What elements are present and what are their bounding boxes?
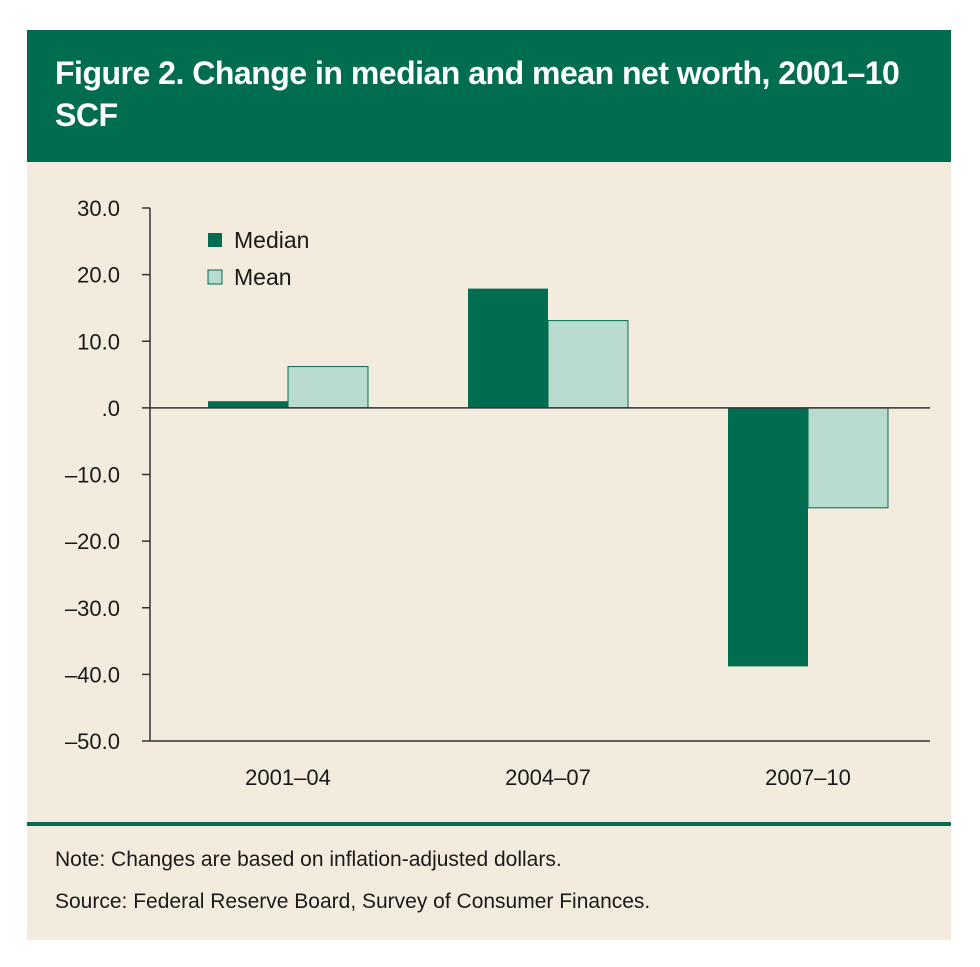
legend-swatch-mean (207, 269, 223, 285)
bar-mean (287, 366, 369, 409)
figure-panel: Figure 2. Change in median and mean net … (27, 30, 951, 940)
y-tick-label: 20.0 (77, 263, 120, 288)
y-tick-label: 10.0 (77, 329, 120, 354)
y-tick-label: –10.0 (65, 463, 120, 488)
legend-label-median: Median (234, 227, 309, 253)
bar-median (728, 407, 808, 667)
bar-median (468, 288, 548, 408)
x-tick-label: 2004–07 (505, 765, 591, 790)
x-tick-label: 2007–10 (765, 765, 851, 790)
y-tick-label: 30.0 (77, 196, 120, 221)
y-tick-label: .0 (102, 396, 120, 421)
legend-label-mean: Mean (234, 264, 292, 290)
figure-header: Figure 2. Change in median and mean net … (27, 30, 951, 162)
y-tick-label: –50.0 (65, 729, 120, 754)
y-tick-label: –30.0 (65, 596, 120, 621)
x-tick-label: 2001–04 (245, 765, 331, 790)
y-tick-label: –40.0 (65, 662, 120, 687)
figure-title: Figure 2. Change in median and mean net … (55, 55, 900, 133)
footer-divider (27, 822, 951, 826)
bar-chart: 30.0 20.0 10.0 .0 –10.0 –20.0 –30.0 –40.0 –50.0 2… (65, 196, 930, 790)
figure-note: Note: Changes are based on inflation-adj… (55, 848, 562, 871)
legend-swatch-median (208, 233, 222, 247)
figure-source: Source: Federal Reserve Board, Survey of… (55, 890, 651, 913)
bar-mean (807, 407, 889, 509)
bar-mean (547, 320, 629, 409)
bar-median (208, 401, 288, 408)
y-tick-label: –20.0 (65, 529, 120, 554)
